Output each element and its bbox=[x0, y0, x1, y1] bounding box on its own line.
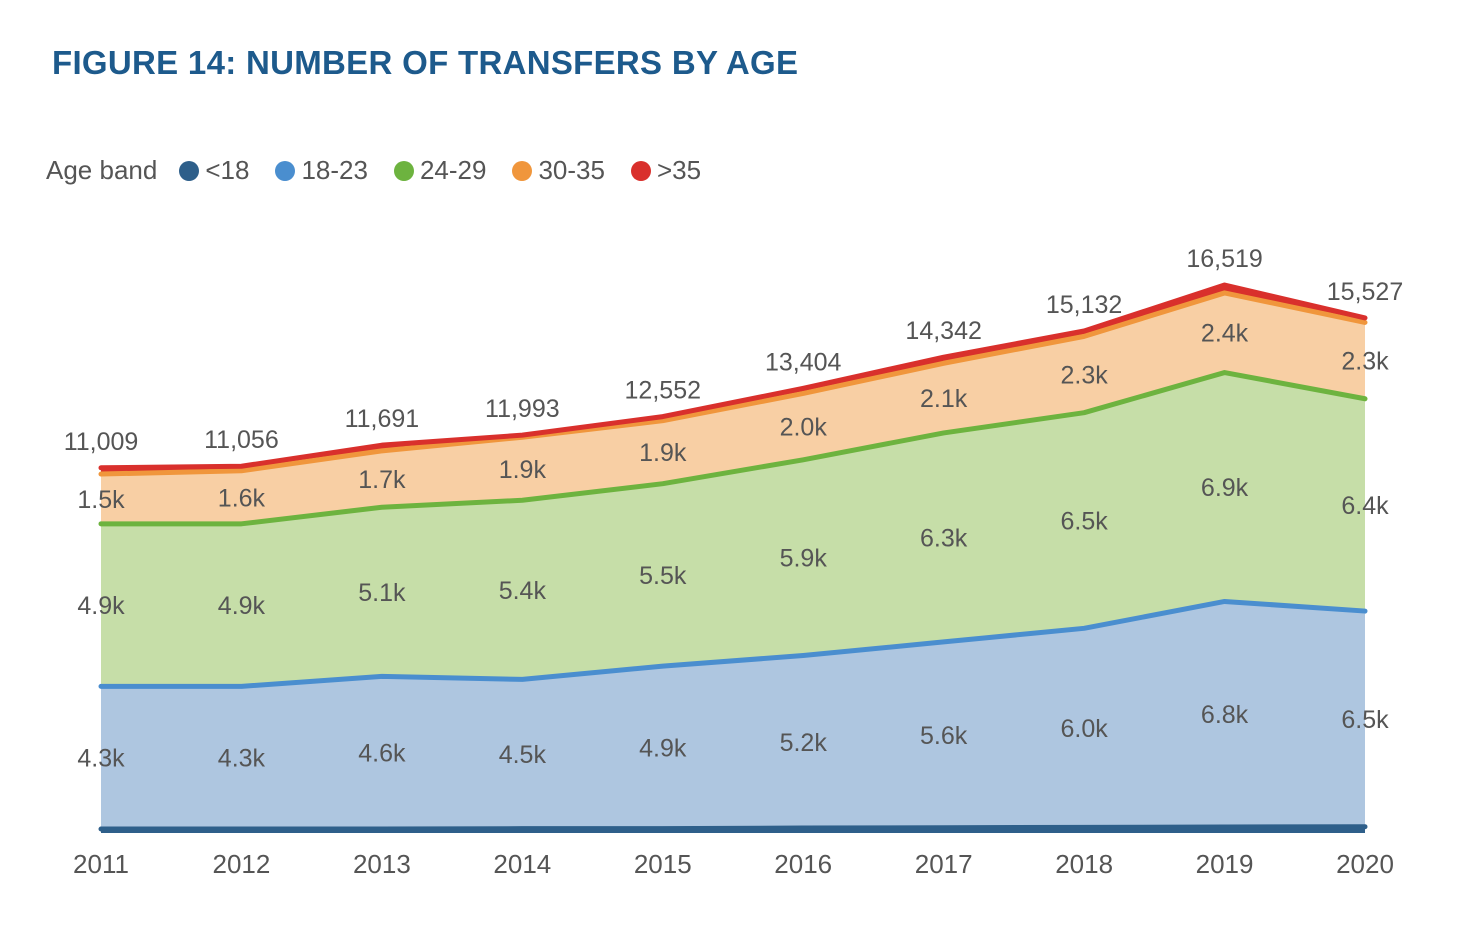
series-line-2 bbox=[98, 598, 1368, 689]
band-value-label: 6.9k bbox=[1201, 474, 1249, 502]
area-band-3 bbox=[101, 372, 1365, 687]
band-value-label: 1.7k bbox=[358, 466, 406, 494]
total-value-label: 11,993 bbox=[485, 395, 560, 423]
band-value-label: 6.3k bbox=[920, 524, 968, 552]
band-value-label: 2.0k bbox=[780, 414, 828, 442]
band-value-label: 4.9k bbox=[77, 592, 125, 620]
band-value-label: 2.3k bbox=[1060, 362, 1108, 390]
legend-item-over-35: >35 bbox=[630, 155, 702, 186]
legend-item-30-35: 30-35 bbox=[512, 155, 605, 186]
band-value-label: 6.5k bbox=[1341, 706, 1389, 734]
legend: Age band <18 18-23 24-29 30-35 >35 bbox=[46, 155, 727, 186]
legend-item-under-18: <18 bbox=[179, 155, 249, 186]
legend-swatch bbox=[179, 160, 200, 181]
total-value-label: 11,009 bbox=[64, 428, 139, 456]
band-value-label: 4.9k bbox=[639, 734, 687, 762]
x-tick-label: 2018 bbox=[1055, 849, 1113, 879]
legend-label: 18-23 bbox=[301, 155, 368, 185]
total-value-label: 11,691 bbox=[345, 405, 420, 433]
band-value-label: 4.6k bbox=[358, 740, 406, 768]
series-line-1 bbox=[98, 824, 1368, 832]
x-tick-label: 2020 bbox=[1336, 849, 1394, 879]
total-value-label: 14,342 bbox=[905, 317, 981, 345]
band-value-label: 2.1k bbox=[920, 385, 968, 413]
band-value-label: 6.0k bbox=[1060, 715, 1108, 743]
legend-item-24-29: 24-29 bbox=[393, 155, 487, 186]
x-tick-label: 2013 bbox=[353, 849, 411, 879]
legend-swatch bbox=[630, 160, 651, 181]
band-value-label: 1.6k bbox=[218, 484, 266, 512]
x-tick-label: 2016 bbox=[774, 849, 832, 879]
total-value-label: 16,519 bbox=[1186, 245, 1262, 273]
band-value-label: 2.4k bbox=[1201, 320, 1249, 348]
total-value-label: 15,527 bbox=[1327, 278, 1403, 306]
legend-item-18-23: 18-23 bbox=[275, 155, 368, 186]
band-value-label: 2.3k bbox=[1341, 348, 1389, 376]
band-value-label: 6.8k bbox=[1201, 701, 1249, 729]
x-tick-label: 2012 bbox=[213, 849, 271, 879]
band-value-label: 4.3k bbox=[77, 745, 125, 773]
band-value-label: 1.9k bbox=[499, 456, 547, 484]
band-value-label: 5.4k bbox=[499, 577, 547, 605]
band-value-label: 4.9k bbox=[218, 592, 266, 620]
legend-label: <18 bbox=[205, 155, 250, 185]
band-value-label: 4.5k bbox=[499, 741, 547, 769]
band-value-label: 1.5k bbox=[77, 486, 125, 514]
legend-title: Age band bbox=[46, 155, 158, 185]
total-value-label: 11,056 bbox=[204, 426, 279, 454]
band-value-label: 5.5k bbox=[639, 562, 687, 590]
legend-swatch bbox=[512, 160, 533, 181]
total-value-label: 12,552 bbox=[625, 377, 701, 405]
x-tick-label: 2011 bbox=[73, 849, 129, 879]
legend-swatch bbox=[393, 160, 414, 181]
series-line-4 bbox=[98, 290, 1368, 477]
series-line-5 bbox=[98, 282, 1368, 471]
x-tick-label: 2014 bbox=[493, 849, 551, 879]
legend-label: 24-29 bbox=[419, 155, 487, 185]
legend-swatch bbox=[275, 160, 296, 181]
band-value-label: 6.4k bbox=[1341, 492, 1389, 520]
band-value-label: 5.6k bbox=[920, 722, 968, 750]
x-tick-label: 2019 bbox=[1196, 849, 1254, 879]
x-tick-label: 2015 bbox=[634, 849, 692, 879]
legend-label: >35 bbox=[656, 155, 702, 185]
band-value-label: 4.3k bbox=[218, 745, 266, 773]
band-value-label: 1.9k bbox=[639, 439, 687, 467]
area-band-2 bbox=[101, 601, 1365, 830]
legend-label: 30-35 bbox=[538, 155, 605, 185]
total-value-label: 15,132 bbox=[1046, 291, 1122, 319]
band-value-label: 6.5k bbox=[1060, 508, 1108, 536]
x-tick-label: 2017 bbox=[915, 849, 973, 879]
band-value-label: 5.1k bbox=[358, 579, 406, 607]
series-line-3 bbox=[98, 370, 1368, 527]
band-value-label: 5.9k bbox=[780, 545, 828, 573]
chart-title: FIGURE 14: NUMBER OF TRANSFERS BY AGE bbox=[52, 44, 799, 81]
total-value-label: 13,404 bbox=[765, 348, 842, 376]
band-value-label: 5.2k bbox=[780, 729, 828, 757]
